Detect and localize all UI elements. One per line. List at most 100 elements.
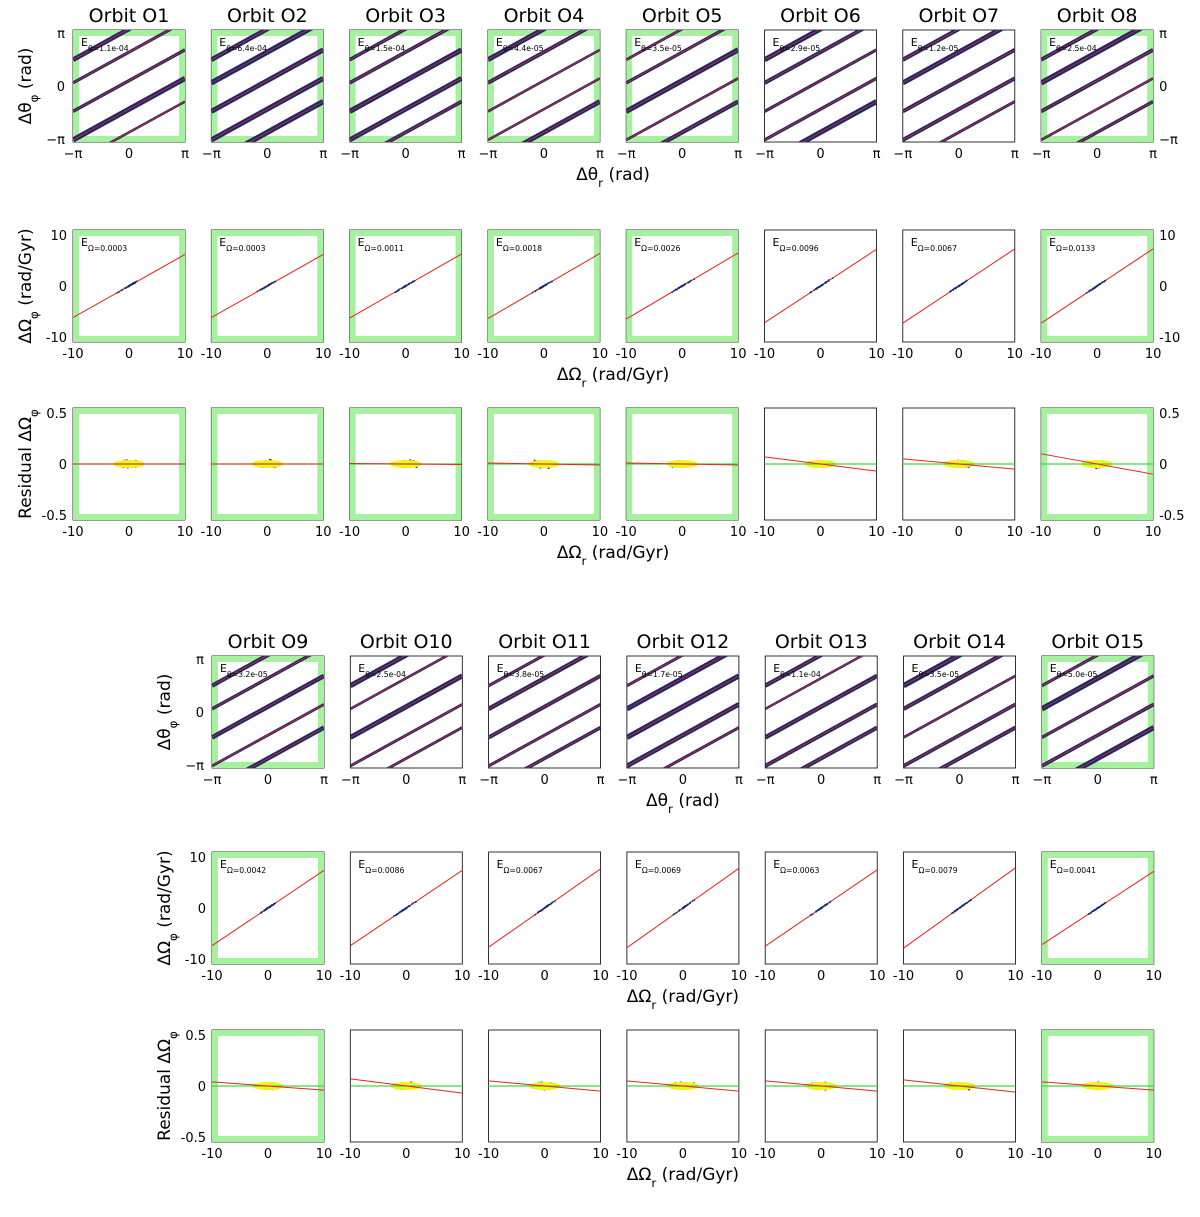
- frequency-xtick: 10: [592, 347, 609, 362]
- frequency-point: [689, 280, 691, 283]
- angle-fit-line: [110, 101, 185, 142]
- frequency-point: [116, 291, 119, 294]
- frequency-error-label: EΩ=0.0011: [358, 236, 404, 253]
- frequency-point: [1096, 284, 1099, 287]
- highlight-frame: [487, 230, 600, 342]
- angle-error-label: Eθ=2.5e-04: [1049, 36, 1097, 53]
- angle-xtick: −π: [756, 773, 775, 788]
- residual-fit-line: [487, 462, 600, 466]
- frequency-error-label: EΩ=0.0063: [773, 858, 819, 875]
- frequency-point: [960, 905, 963, 908]
- residual-xtick: 0: [955, 525, 963, 540]
- frequency-point: [821, 906, 823, 909]
- residual-xtick: 10: [1007, 525, 1024, 540]
- angle-fit-line: [1078, 101, 1154, 142]
- frequency-xtick: 10: [454, 969, 471, 984]
- frequency-point: [962, 904, 965, 907]
- residual-xtick: 0: [817, 1147, 825, 1162]
- angle-scatter: [349, 30, 462, 142]
- frequency-y-axis-label: ΔΩφ (rad/Gyr): [16, 228, 41, 343]
- residual-xtick: -10: [754, 525, 775, 540]
- frequency-xtick: 0: [540, 969, 548, 984]
- angle-fit-line: [802, 101, 877, 142]
- angle-ytick-right: 0: [1159, 80, 1167, 95]
- orbit-column: Orbit O6 −π 0 π Eθ=2.9e-05 EΩ=0.0096 -10 0 10 -10…: [754, 5, 885, 540]
- frequency-error-label: EΩ=0.0067: [497, 858, 543, 875]
- highlight-frame: [73, 30, 185, 142]
- orbit-column: Orbit O5 −π 0 π Eθ=3.5e-05 EΩ=0.0026 -10 0 10 -10…: [616, 5, 747, 540]
- angle-fit-line: [249, 727, 324, 768]
- angle-fit-line: [902, 30, 958, 61]
- angle-error-label: Eθ=2.5e-04: [358, 662, 406, 679]
- orbit-column: Orbit O15 −π 0 π Eθ=5.0e-05 EΩ=0.0041 -10 0 10 -1…: [1031, 631, 1163, 1162]
- frequency-point: [531, 291, 534, 294]
- frequency-error-label: EΩ=0.0026: [634, 236, 680, 253]
- angle-ytick: −π: [46, 133, 65, 148]
- angle-fit-line: [1041, 49, 1154, 112]
- residual-xtick: 0: [816, 525, 824, 540]
- orbit-title: Orbit O12: [637, 631, 730, 653]
- angle-fit-line: [941, 727, 1016, 768]
- frequency-xtick: 0: [679, 969, 687, 984]
- angle-error-label: Eθ=2.9e-05: [773, 36, 821, 53]
- frequency-xtick: -10: [478, 969, 499, 984]
- frequency-point: [691, 899, 694, 902]
- frequency-point: [393, 914, 396, 917]
- frequency-point: [687, 281, 690, 284]
- angle-xtick: π: [458, 147, 466, 162]
- frequency-point: [682, 907, 685, 909]
- angle-fit-line: [1041, 30, 1139, 84]
- angle-scatter: [350, 656, 463, 768]
- angle-fit-line: [903, 675, 1016, 738]
- angle-xtick: −π: [340, 147, 359, 162]
- residual-fit-line: [765, 1080, 878, 1092]
- angle-fit-line: [1041, 656, 1097, 687]
- angle-xtick: 0: [679, 773, 687, 788]
- angle-xtick: −π: [894, 773, 913, 788]
- frequency-point: [675, 288, 678, 291]
- angle-xtick: 0: [1094, 773, 1102, 788]
- angle-xtick: 0: [540, 147, 548, 162]
- angle-xtick: π: [873, 773, 881, 788]
- frequency-xtick: 10: [1146, 969, 1163, 984]
- angle-fit-line: [764, 30, 862, 84]
- frequency-point: [1101, 904, 1104, 907]
- frequency-point: [1099, 282, 1102, 285]
- angle-error-label: Eθ=1.5e-04: [358, 36, 406, 53]
- residual-xtick: -10: [340, 1147, 361, 1162]
- frequency-point: [134, 281, 136, 284]
- frequency-xtick: 10: [315, 347, 332, 362]
- frequency-xtick: -10: [755, 969, 776, 984]
- angle-xtick: π: [458, 773, 466, 788]
- residual-xtick: 10: [315, 525, 332, 540]
- angle-fit-line: [526, 727, 601, 768]
- frequency-point: [408, 904, 411, 907]
- residual-xtick: -10: [892, 525, 913, 540]
- orbit-column: Orbit O3 −π 0 π Eθ=1.5e-04 EΩ=0.0011 -10 0 10 -10…: [339, 5, 470, 540]
- residual-xtick: 10: [177, 525, 194, 540]
- residual-xtick: 10: [868, 525, 885, 540]
- frequency-point: [534, 290, 537, 293]
- frequency-point: [260, 911, 263, 914]
- angle-fit-line: [73, 30, 171, 84]
- frequency-xtick: 0: [264, 969, 272, 984]
- angle-fit-line: [212, 675, 324, 738]
- angle-fit-line: [626, 30, 682, 61]
- angle-fit-line: [350, 675, 463, 738]
- frequency-point: [952, 911, 954, 914]
- angle-fit-line: [211, 78, 324, 141]
- residual-xtick: 0: [401, 525, 409, 540]
- angle-fit-line: [488, 656, 544, 687]
- frequency-error-label: EΩ=0.0003: [219, 236, 265, 253]
- angle-fit-line: [248, 101, 324, 142]
- highlight-frame: [211, 30, 324, 142]
- frequency-point: [1093, 286, 1096, 289]
- residual-fit-line: [626, 1080, 739, 1092]
- angle-fit-line: [663, 101, 739, 142]
- angle-fit-line: [212, 656, 267, 687]
- residual-xtick: -10: [201, 1147, 222, 1162]
- angle-fit-line: [626, 78, 739, 141]
- frequency-point: [955, 286, 958, 289]
- frequency-point: [1100, 281, 1103, 284]
